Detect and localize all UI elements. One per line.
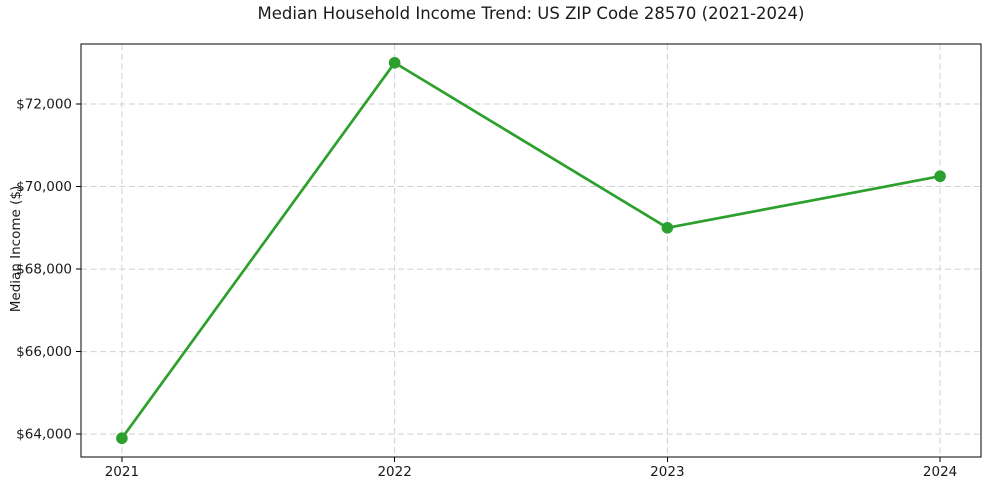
x-tick-label: 2023 bbox=[650, 464, 684, 480]
x-tick-label: 2024 bbox=[923, 464, 957, 480]
x-tick-label: 2022 bbox=[377, 464, 411, 480]
data-point-2021 bbox=[116, 432, 128, 445]
trend-line bbox=[120, 61, 942, 440]
chart-title: Median Household Income Trend: US ZIP Co… bbox=[257, 4, 805, 23]
y-tick-label: $72,000 bbox=[16, 97, 72, 113]
y-tick-label: $70,000 bbox=[16, 179, 72, 195]
plot-frame bbox=[80, 43, 982, 458]
y-tick-label: $68,000 bbox=[16, 262, 72, 278]
data-point-2023 bbox=[661, 222, 674, 234]
y-axis-label-text: Median Income ($) bbox=[8, 185, 24, 313]
y-tick-label: $64,000 bbox=[16, 427, 72, 443]
data-point-2022 bbox=[388, 56, 401, 69]
data-point-2024 bbox=[934, 170, 946, 183]
y-tick-label: $66,000 bbox=[16, 344, 72, 360]
x-tick-label: 2021 bbox=[105, 464, 139, 480]
